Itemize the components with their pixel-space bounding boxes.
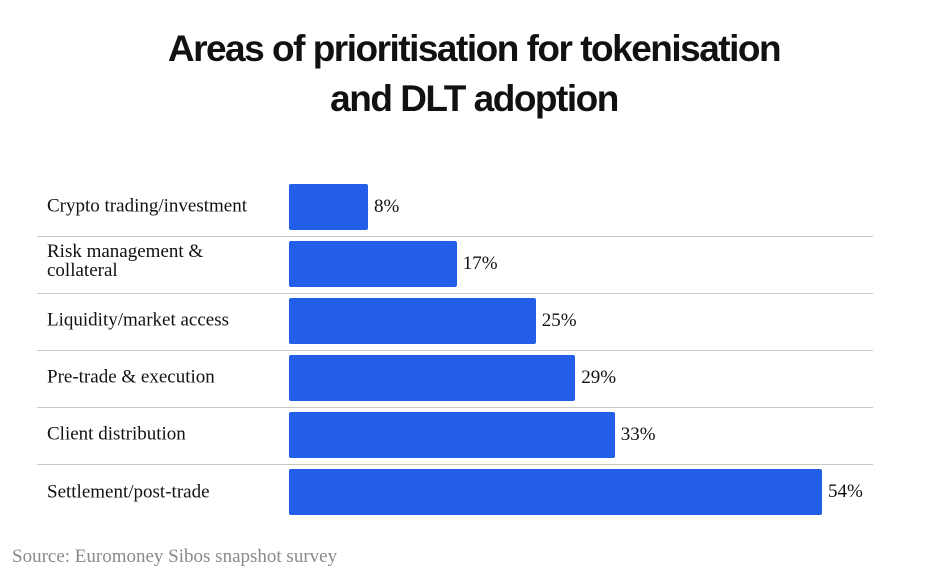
- bar-row: Crypto trading/investment 8%: [37, 180, 873, 237]
- bar: [289, 355, 576, 401]
- category-label: Liquidity/market access: [47, 309, 230, 331]
- value-label: 54%: [828, 481, 863, 502]
- value-label: 29%: [581, 367, 617, 388]
- bar-row: Client distribution 33%: [37, 408, 873, 465]
- bar-row: Settlement/post-trade 54%: [37, 465, 873, 522]
- chart-title: Areas of prioritisation for tokenisation…: [167, 28, 782, 119]
- bar: [289, 184, 368, 230]
- value-label: 8%: [373, 196, 400, 217]
- bar: [289, 241, 457, 287]
- bar-row: Risk management & collateral 17%: [37, 237, 873, 294]
- category-label: Crypto trading/investment: [47, 195, 248, 217]
- category-label: Client distribution: [47, 423, 186, 445]
- category-label: Risk management & collateral: [47, 241, 204, 282]
- value-label: 17%: [462, 253, 498, 274]
- value-label: 25%: [541, 310, 577, 331]
- bar-row: Pre-trade & execution 29%: [37, 351, 873, 408]
- source-note: Source: Euromoney Sibos snapshot survey: [12, 546, 338, 567]
- category-label: Pre-trade & execution: [47, 366, 215, 388]
- bar-row: Liquidity/market access 25%: [37, 294, 873, 351]
- bar: [289, 469, 822, 515]
- value-label: 33%: [620, 424, 656, 445]
- bar-rows: Crypto trading/investment 8% Risk manageme…: [37, 180, 873, 522]
- category-label: Settlement/post-trade: [47, 481, 210, 503]
- bar: [289, 412, 615, 458]
- bar: [289, 298, 536, 344]
